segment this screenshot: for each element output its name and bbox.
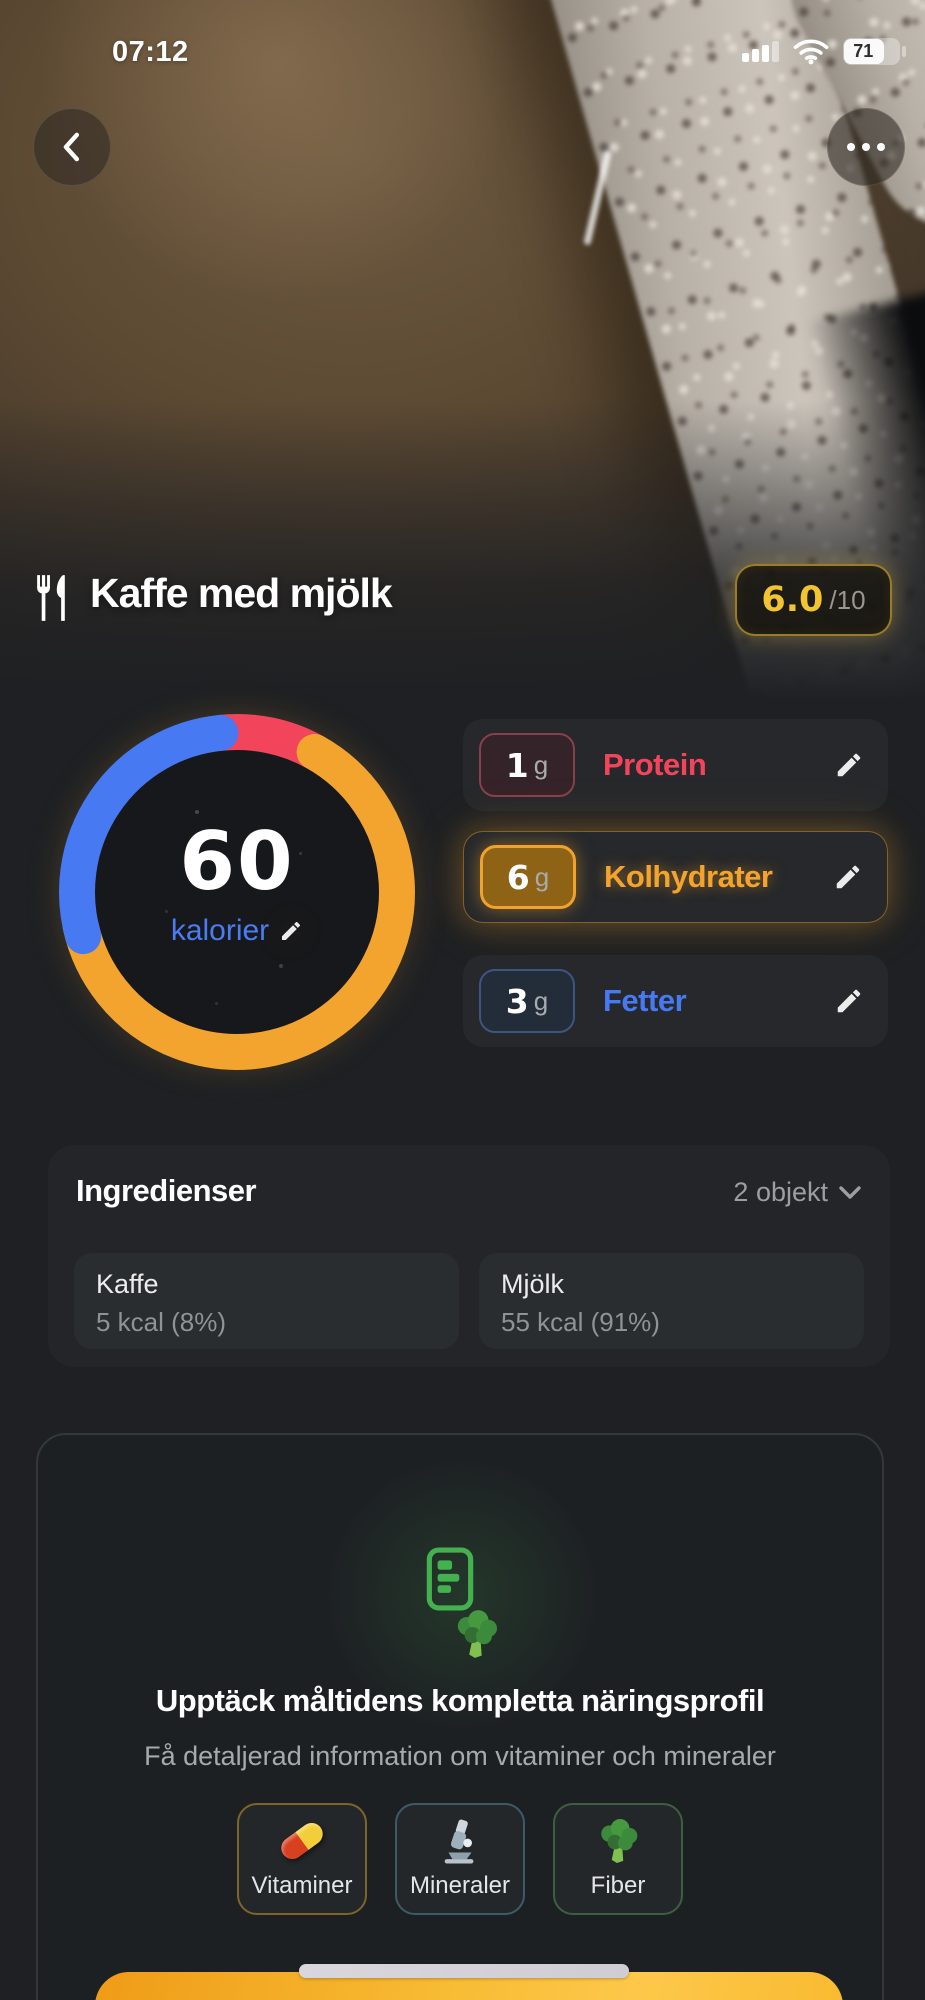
protein-label: Protein	[603, 747, 707, 782]
green-glow	[312, 1445, 612, 1745]
battery-percent: 71	[853, 41, 874, 61]
star-dot	[195, 810, 199, 814]
ingredients-title: Ingredienser	[76, 1173, 257, 1208]
health-score-badge: 6.0 /10	[735, 564, 892, 636]
meal-photo	[0, 0, 925, 700]
edit-fats-pencil-icon[interactable]	[834, 986, 864, 1016]
macro-row-carbs[interactable]: 6 g Kolhydrater	[463, 831, 888, 923]
chip-vitamins-label: Vitaminer	[251, 1872, 353, 1899]
broccoli-icon	[601, 1819, 638, 1863]
back-button[interactable]	[33, 108, 111, 186]
status-bar: 07:12 71	[0, 36, 925, 68]
star-dot	[165, 910, 168, 913]
chip-fiber[interactable]: Fiber	[553, 1803, 683, 1915]
cellular-signal-icon	[742, 41, 779, 62]
fork-knife-icon	[37, 575, 65, 621]
protein-amount-badge: 1 g	[479, 733, 575, 797]
ingredient-item[interactable]: Mjölk 55 kcal (91%)	[479, 1253, 864, 1349]
carbs-label: Kolhydrater	[604, 859, 773, 894]
edit-calories-pencil-icon[interactable]	[279, 919, 303, 943]
macro-row-protein[interactable]: 1 g Protein	[463, 719, 888, 811]
score-value: 6.0	[761, 580, 824, 620]
star-dot	[215, 1002, 218, 1005]
macro-ring-chart	[59, 714, 415, 1070]
edit-protein-pencil-icon[interactable]	[834, 750, 864, 780]
nutrition-chips: Vitaminer Mineraler	[38, 1803, 882, 1915]
calorie-value: 60	[179, 815, 295, 908]
chip-fiber-label: Fiber	[590, 1872, 646, 1899]
edit-carbs-pencil-icon[interactable]	[833, 862, 863, 892]
fats-unit: g	[533, 985, 549, 1016]
pill-icon	[276, 1818, 328, 1864]
fats-label: Fetter	[603, 983, 687, 1018]
ingredients-card: Ingredienser 2 objekt Kaffe 5 kcal (8%) …	[48, 1145, 890, 1367]
nutrition-title: Upptäck måltidens kompletta näringsprofi…	[155, 1683, 765, 1718]
wifi-icon	[793, 39, 829, 65]
home-indicator[interactable]	[299, 1964, 629, 1978]
broccoli-icon	[457, 1610, 498, 1658]
protein-amount: 1	[505, 745, 529, 785]
meal-title: Kaffe med mjölk	[90, 570, 393, 616]
ingredient-name: Mjölk	[501, 1269, 565, 1299]
ingredient-detail: 5 kcal (8%)	[96, 1307, 227, 1337]
score-max: /10	[829, 584, 866, 615]
calorie-ring: 60 kalorier	[47, 702, 427, 1082]
star-dot	[279, 964, 283, 968]
nutrition-profile-card: Upptäck måltidens kompletta näringsprofi…	[36, 1433, 884, 2000]
status-time: 07:12	[112, 36, 189, 68]
carbs-unit: g	[534, 861, 550, 892]
chip-vitamins[interactable]: Vitaminer	[237, 1803, 367, 1915]
nutrition-subtitle: Få detaljerad information om vitaminer o…	[144, 1741, 776, 1771]
ingredient-detail: 55 kcal (91%)	[501, 1307, 660, 1337]
photo-scrim	[0, 400, 925, 700]
ingredients-count-label: 2 objekt	[733, 1177, 828, 1207]
more-options-button[interactable]	[827, 108, 905, 186]
chip-minerals[interactable]: Mineraler	[395, 1803, 525, 1915]
fats-amount-badge: 3 g	[479, 969, 575, 1033]
chevron-left-icon	[63, 132, 80, 162]
battery-icon: 71	[843, 38, 906, 65]
chip-minerals-label: Mineraler	[409, 1872, 511, 1899]
star-dot	[299, 852, 302, 855]
meal-header: Kaffe med mjölk 6.0 /10	[30, 562, 895, 642]
carbs-amount-badge: 6 g	[480, 845, 576, 909]
fats-amount: 3	[505, 981, 529, 1021]
nutrition-list-icon	[425, 1547, 498, 1658]
carbs-amount: 6	[506, 857, 530, 897]
chevron-down-icon	[839, 1185, 861, 1199]
macro-row-fats[interactable]: 3 g Fetter	[463, 955, 888, 1047]
ingredient-item[interactable]: Kaffe 5 kcal (8%)	[74, 1253, 459, 1349]
ingredient-name: Kaffe	[96, 1269, 159, 1299]
microscope-icon	[444, 1819, 474, 1864]
calorie-label: kalorier	[170, 914, 270, 947]
ingredients-count-toggle[interactable]: 2 objekt	[733, 1177, 862, 1208]
protein-unit: g	[533, 749, 549, 780]
ellipsis-icon	[847, 143, 885, 151]
